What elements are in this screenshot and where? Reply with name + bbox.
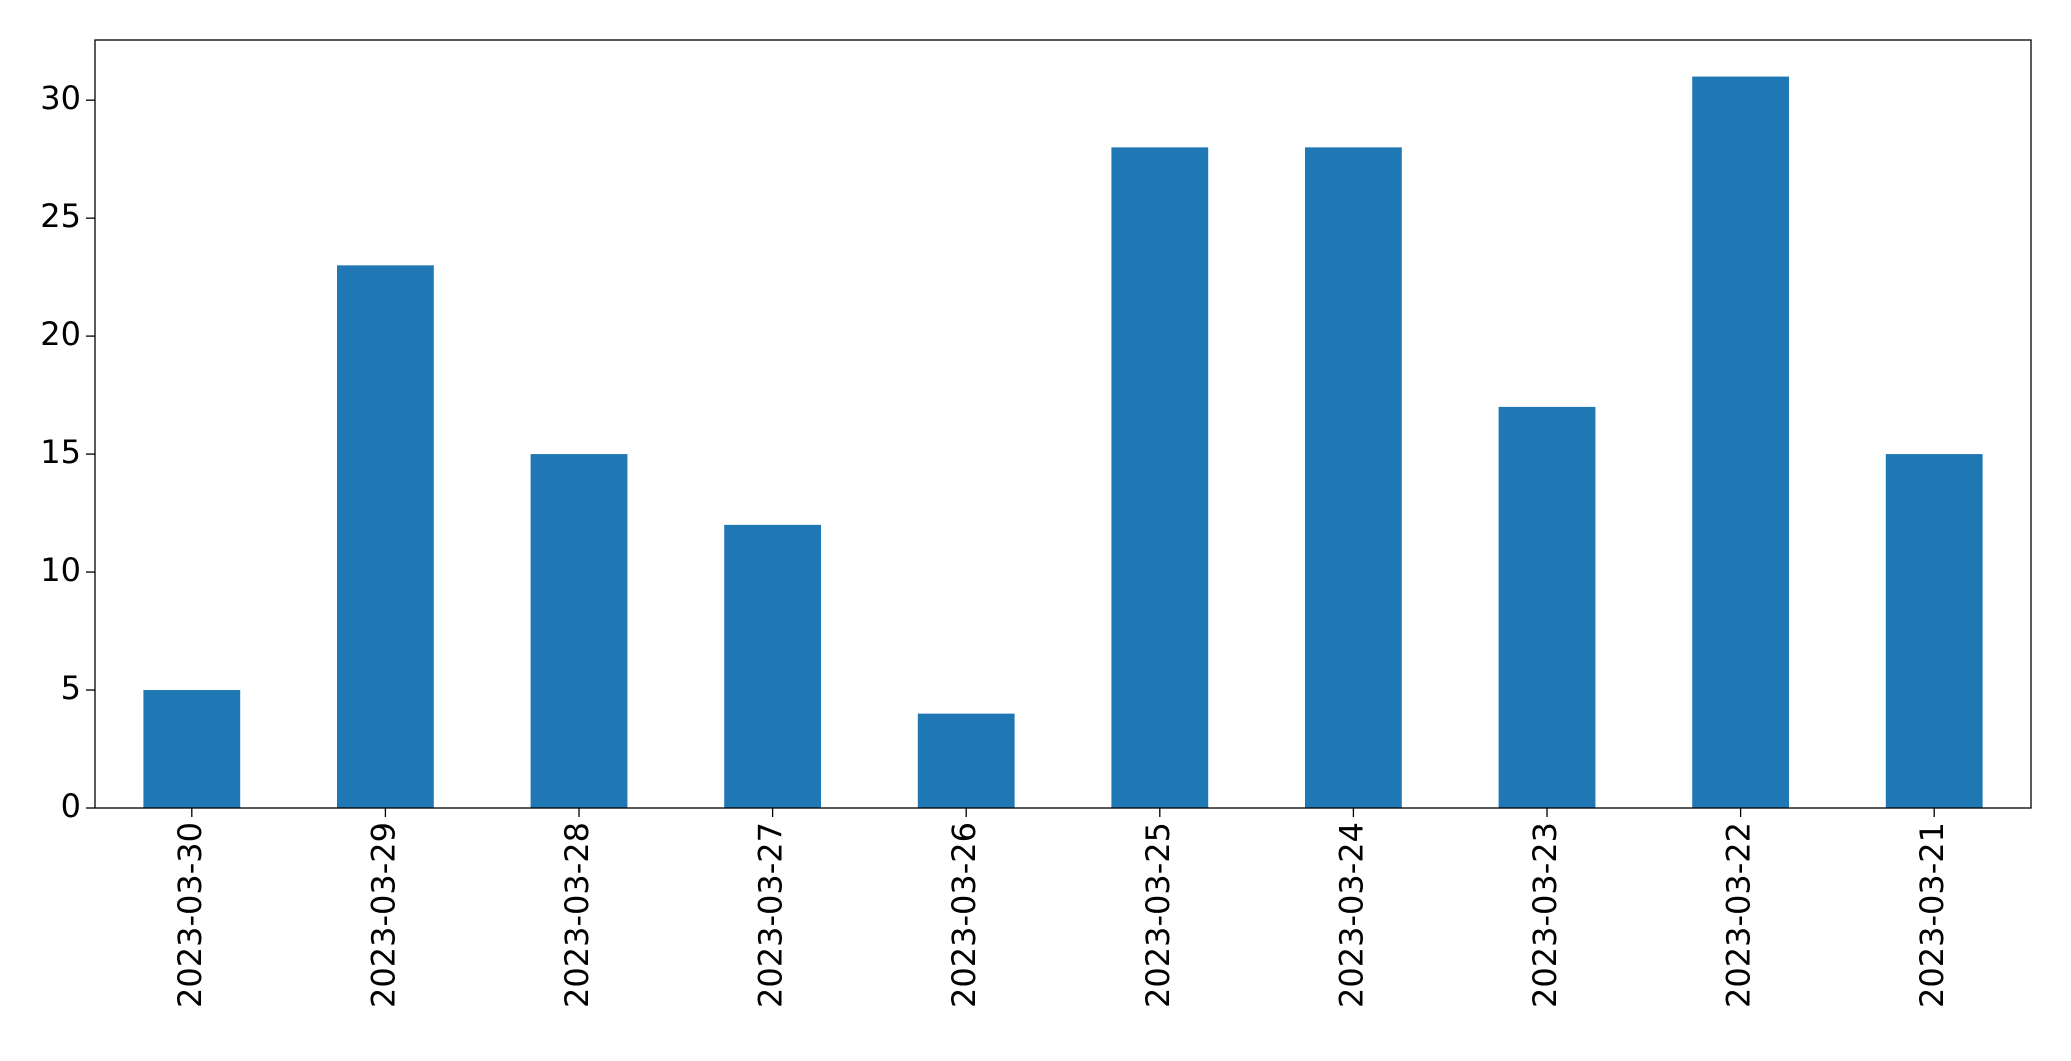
x-tick-label: 2023-03-26 bbox=[945, 822, 983, 1008]
x-tick-label: 2023-03-27 bbox=[752, 822, 790, 1008]
y-tick-label: 20 bbox=[40, 315, 81, 353]
bar bbox=[1111, 147, 1209, 808]
y-tick-label: 25 bbox=[40, 197, 81, 235]
x-tick-label: 2023-03-24 bbox=[1332, 822, 1370, 1008]
y-tick-label: 10 bbox=[40, 551, 81, 589]
x-tick-label: 2023-03-22 bbox=[1720, 822, 1758, 1008]
bar bbox=[1305, 147, 1402, 808]
y-tick-label: 30 bbox=[40, 79, 81, 117]
x-tick-label: 2023-03-29 bbox=[364, 822, 402, 1008]
bar bbox=[1885, 454, 1983, 808]
bar bbox=[143, 690, 241, 808]
x-tick-label: 2023-03-21 bbox=[1913, 822, 1951, 1008]
bar bbox=[530, 454, 628, 808]
y-tick-label: 0 bbox=[61, 787, 81, 825]
x-tick-label: 2023-03-25 bbox=[1139, 822, 1177, 1008]
bar bbox=[917, 713, 1015, 808]
bar bbox=[337, 265, 434, 809]
bar bbox=[724, 524, 821, 808]
bar bbox=[1498, 406, 1596, 808]
bar bbox=[1692, 76, 1789, 809]
x-tick-label: 2023-03-23 bbox=[1526, 822, 1564, 1008]
x-tick-label: 2023-03-28 bbox=[558, 822, 596, 1008]
x-tick-label: 2023-03-30 bbox=[171, 822, 209, 1008]
y-tick-label: 5 bbox=[61, 669, 81, 707]
plot-frame bbox=[94, 39, 2032, 809]
y-tick-label: 15 bbox=[40, 433, 81, 471]
